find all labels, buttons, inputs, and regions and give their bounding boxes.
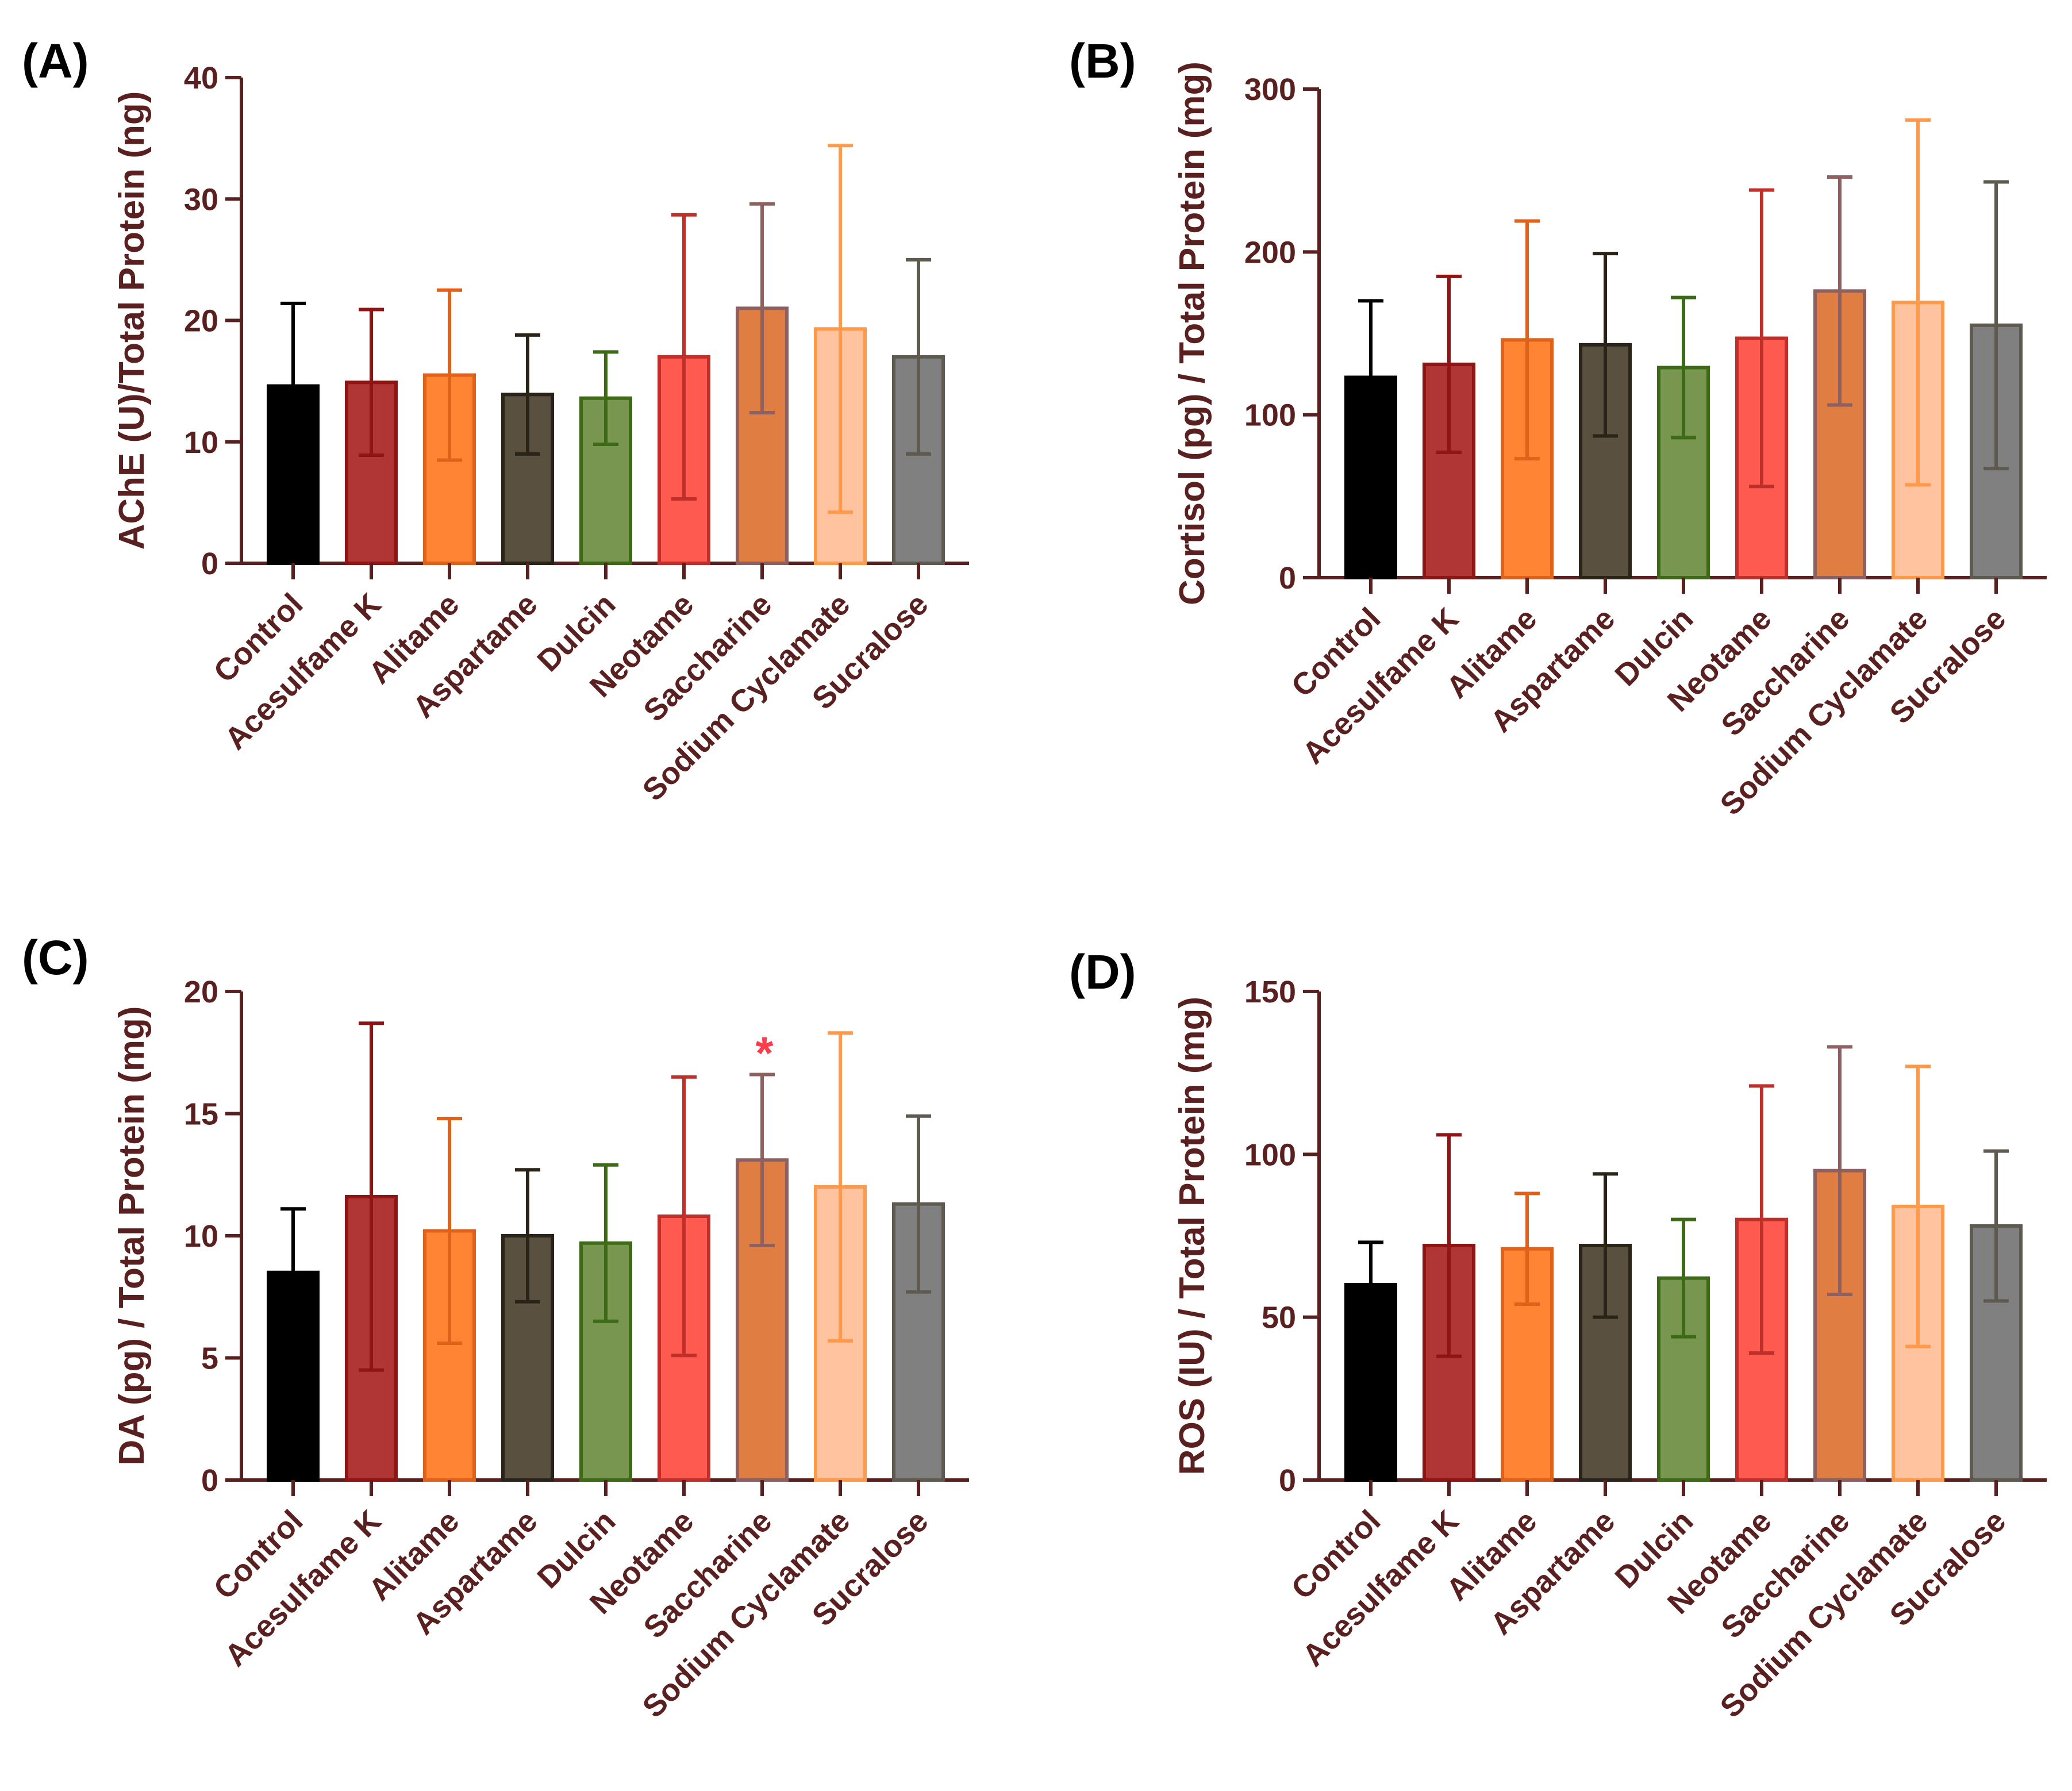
y-tick-label: 10 xyxy=(184,425,218,460)
y-tick-label: 5 xyxy=(201,1342,218,1376)
y-axis-title: AChE (U)/Total Protein (ng) xyxy=(112,91,152,550)
y-tick-label: 0 xyxy=(201,547,218,581)
y-tick-label: 10 xyxy=(184,1219,218,1254)
y-tick-label: 300 xyxy=(1244,72,1296,107)
chart-panel-a: (A)AChE (U)/Total Protein (ng)010203040C… xyxy=(22,34,969,808)
panel-label: (D) xyxy=(1069,945,1136,999)
y-tick-label: 0 xyxy=(201,1463,218,1498)
y-tick-label: 40 xyxy=(184,61,218,95)
y-tick-label: 100 xyxy=(1244,1137,1296,1172)
y-tick-label: 150 xyxy=(1244,975,1296,1009)
significance-asterisk: * xyxy=(755,1028,774,1079)
y-tick-label: 30 xyxy=(184,182,218,217)
bar-sucralose xyxy=(1970,1224,2023,1482)
y-tick-label: 20 xyxy=(184,975,218,1009)
y-axis-title: Cortisol (pg) / Total Protein (mg) xyxy=(1173,62,1212,605)
y-tick-label: 20 xyxy=(184,304,218,339)
panel-label: (C) xyxy=(22,931,89,985)
y-tick-label: 0 xyxy=(1279,561,1296,595)
y-axis-title: ROS (IU) / Total Protein (mg) xyxy=(1173,997,1212,1475)
y-tick-label: 50 xyxy=(1262,1301,1296,1335)
y-tick-label: 15 xyxy=(184,1097,218,1132)
y-tick-label: 0 xyxy=(1279,1463,1296,1498)
chart-panel-b: (B) Cortisol (pg) / Total Protein (mg) 0 10… xyxy=(1069,34,2047,822)
y-tick-label: 200 xyxy=(1244,235,1296,270)
bar-aspartame xyxy=(1579,1244,1632,1482)
panel-label: (B) xyxy=(1069,34,1136,88)
chart-panel-c: (C)DA (pg) / Total Protein (mg)05101520C… xyxy=(22,931,969,1724)
chart-panel-d: (D) ROS (IU) / Total Protein (mg) 0 50 100 15… xyxy=(1069,945,2047,1724)
panel-label: (A) xyxy=(22,34,89,88)
y-tick-label: 100 xyxy=(1244,398,1296,433)
y-axis-title: DA (pg) / Total Protein (mg) xyxy=(112,1006,152,1465)
